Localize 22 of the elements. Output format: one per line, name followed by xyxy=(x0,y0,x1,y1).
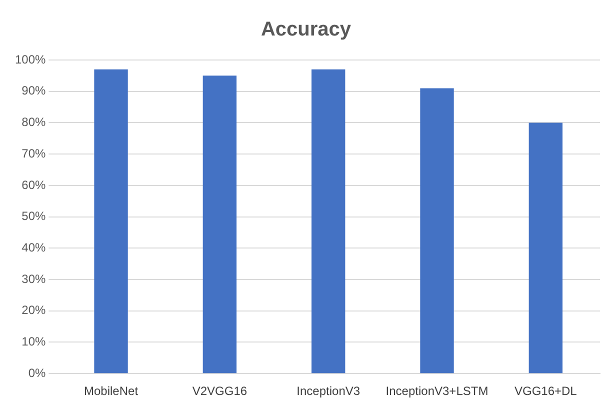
x-tick-label: V2VGG16 xyxy=(192,384,248,398)
x-tick-label: InceptionV3 xyxy=(296,384,360,398)
y-tick-label: 70% xyxy=(22,146,46,160)
y-tick-label: 20% xyxy=(22,303,46,318)
y-tick-label: 100% xyxy=(14,52,46,66)
y-tick-label: 0% xyxy=(28,366,46,380)
x-tick-label: VGG16+DL xyxy=(514,384,578,398)
bar xyxy=(202,76,237,374)
bar xyxy=(312,69,346,374)
x-tick-label: InceptionV3+LSTM xyxy=(386,384,488,398)
y-tick-label: 10% xyxy=(22,334,46,349)
bar xyxy=(94,69,128,374)
y-tick-label: 50% xyxy=(22,209,46,224)
y-tick-label: 40% xyxy=(22,240,46,254)
y-tick-label: 80% xyxy=(22,115,46,130)
x-tick-label: MobileNet xyxy=(84,384,139,398)
y-tick-label: 90% xyxy=(22,84,46,98)
y-tick-label: 30% xyxy=(22,272,46,286)
chart-title: Accuracy xyxy=(260,18,352,41)
bar xyxy=(420,88,454,374)
bar xyxy=(528,122,563,374)
y-tick-label: 60% xyxy=(22,178,46,192)
